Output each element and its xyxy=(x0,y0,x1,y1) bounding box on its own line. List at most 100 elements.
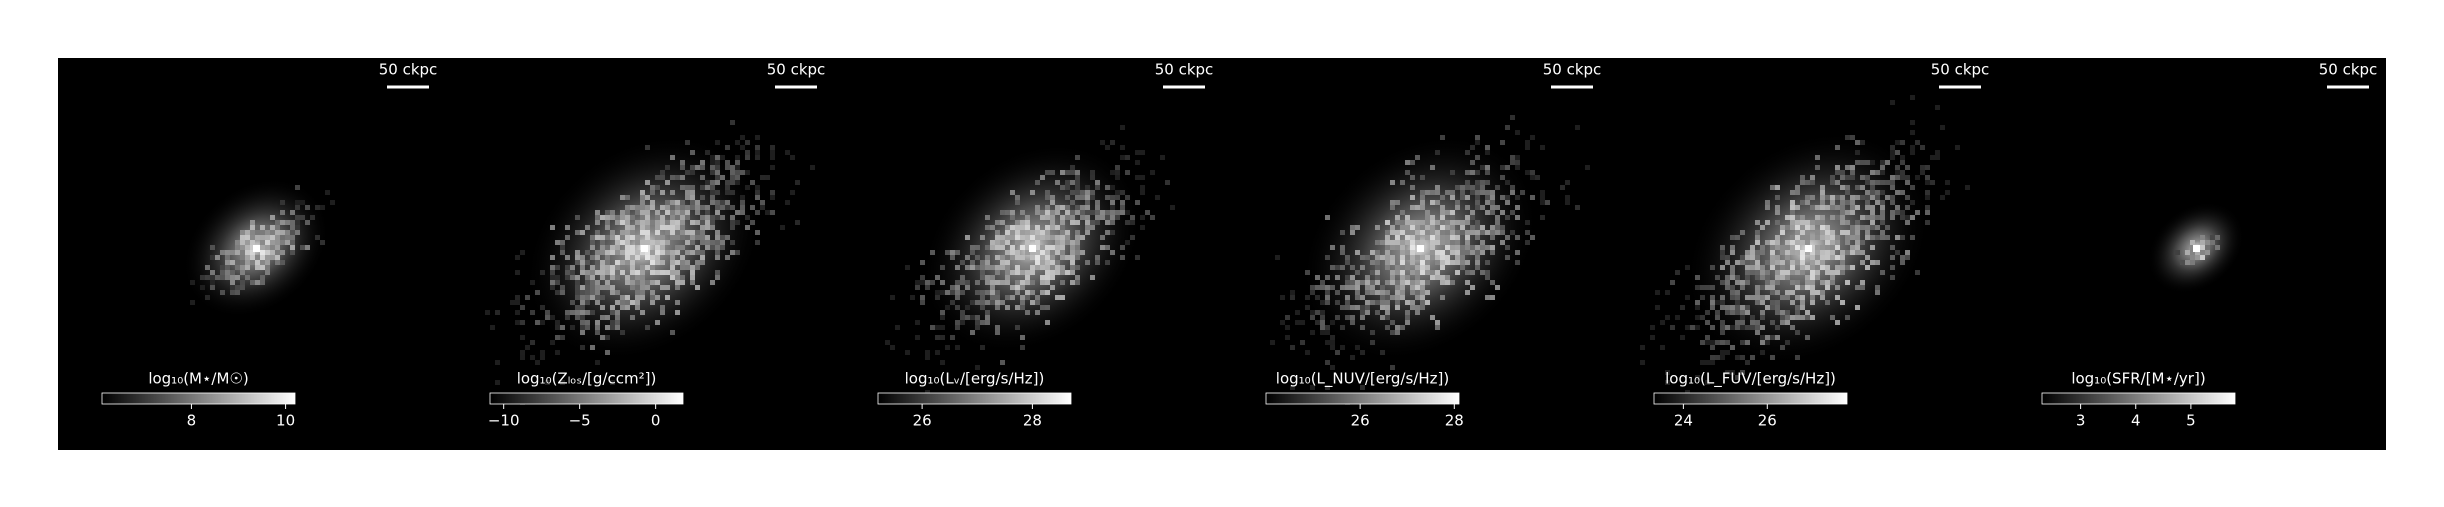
pixel xyxy=(955,295,960,300)
pixel xyxy=(1790,315,1795,320)
pixel xyxy=(1020,220,1025,225)
pixel xyxy=(1010,190,1015,195)
pixel xyxy=(1470,145,1475,150)
pixel xyxy=(490,325,495,330)
pixel xyxy=(1440,275,1445,280)
pixel xyxy=(1475,180,1480,185)
pixel xyxy=(660,235,665,240)
pixel xyxy=(1800,315,1805,320)
pixel xyxy=(1810,205,1815,210)
pixel xyxy=(580,260,585,265)
pixel xyxy=(620,220,625,225)
pixel xyxy=(260,260,265,265)
pixel xyxy=(1720,280,1725,285)
pixel xyxy=(620,260,625,265)
pixel xyxy=(1060,220,1065,225)
pixel xyxy=(665,205,670,210)
pixel xyxy=(615,310,620,315)
pixel xyxy=(550,275,555,280)
pixel xyxy=(1760,340,1765,345)
pixel xyxy=(1765,340,1770,345)
pixel xyxy=(705,210,710,215)
pixel xyxy=(1480,225,1485,230)
pixel xyxy=(575,310,580,315)
pixel xyxy=(1420,260,1425,265)
pixel xyxy=(1830,240,1835,245)
pixel xyxy=(555,290,560,295)
pixel xyxy=(625,305,630,310)
pixel xyxy=(1890,185,1895,190)
pixel xyxy=(1095,260,1100,265)
pixel xyxy=(1325,340,1330,345)
pixel xyxy=(305,220,310,225)
pixel xyxy=(1775,325,1780,330)
pixel xyxy=(1435,260,1440,265)
pixel xyxy=(710,165,715,170)
pixel xyxy=(1685,325,1690,330)
pixel xyxy=(1775,265,1780,270)
pixel xyxy=(310,215,315,220)
pixel xyxy=(1870,180,1875,185)
pixel xyxy=(1860,160,1865,165)
pixel xyxy=(1765,200,1770,205)
pixel xyxy=(1765,205,1770,210)
pixel xyxy=(920,260,925,265)
pixel xyxy=(300,215,305,220)
pixel xyxy=(1340,265,1345,270)
pixel xyxy=(555,350,560,355)
pixel xyxy=(1035,180,1040,185)
pixel xyxy=(1030,265,1035,270)
pixel xyxy=(1825,265,1830,270)
pixel xyxy=(555,325,560,330)
pixel xyxy=(955,345,960,350)
pixel xyxy=(1115,170,1120,175)
pixel xyxy=(1130,215,1135,220)
pixel xyxy=(650,295,655,300)
pixel xyxy=(1310,290,1315,295)
pixel xyxy=(1775,205,1780,210)
pixel xyxy=(1110,230,1115,235)
pixel xyxy=(1390,240,1395,245)
pixel xyxy=(1850,235,1855,240)
pixel xyxy=(700,225,705,230)
pixel xyxy=(645,250,650,255)
pixel xyxy=(535,320,540,325)
pixel xyxy=(1380,290,1385,295)
pixel xyxy=(705,220,710,225)
pixel xyxy=(1780,275,1785,280)
pixel xyxy=(1880,165,1885,170)
colorbar-tick-label: 26 xyxy=(1758,412,1777,430)
pixel xyxy=(1120,200,1125,205)
pixel xyxy=(680,220,685,225)
pixel xyxy=(1495,185,1500,190)
pixel xyxy=(1665,380,1670,385)
pixel xyxy=(210,280,215,285)
pixel xyxy=(935,325,940,330)
pixel xyxy=(970,300,975,305)
pixel xyxy=(1830,235,1835,240)
pixel xyxy=(1875,170,1880,175)
pixel xyxy=(620,250,625,255)
pixel xyxy=(655,185,660,190)
pixel xyxy=(685,235,690,240)
pixel xyxy=(1320,330,1325,335)
pixel xyxy=(220,265,225,270)
pixel xyxy=(670,270,675,275)
pixel xyxy=(1770,185,1775,190)
pixel xyxy=(570,270,575,275)
pixel xyxy=(1405,225,1410,230)
pixel xyxy=(715,155,720,160)
pixel xyxy=(575,215,580,220)
pixel xyxy=(680,165,685,170)
pixel xyxy=(725,190,730,195)
pixel xyxy=(220,275,225,280)
pixel xyxy=(595,255,600,260)
pixel xyxy=(1850,265,1855,270)
pixel xyxy=(630,205,635,210)
pixel xyxy=(1775,310,1780,315)
pixel xyxy=(1480,190,1485,195)
pixel xyxy=(1420,270,1425,275)
pixel xyxy=(1330,285,1335,290)
pixel xyxy=(1315,275,1320,280)
pixel xyxy=(1105,230,1110,235)
